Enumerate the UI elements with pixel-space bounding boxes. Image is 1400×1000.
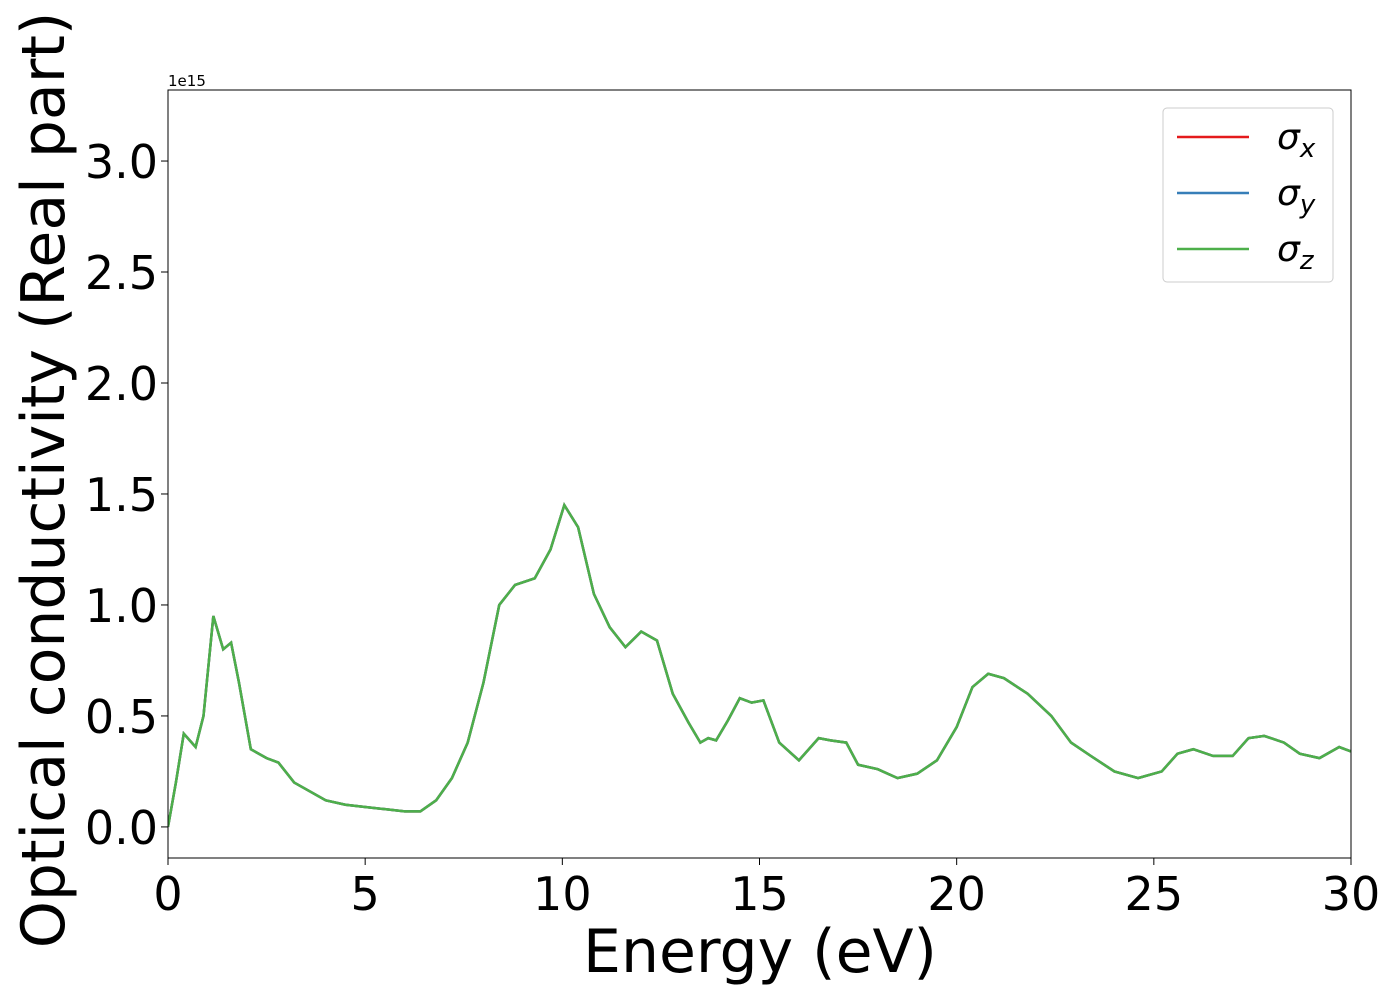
- legend-subscript: z: [1299, 246, 1315, 276]
- x-tick-label: 20: [927, 867, 986, 921]
- x-tick-label: 30: [1322, 867, 1381, 921]
- legend-symbol: σ: [1277, 229, 1301, 270]
- y-tick-label: 2.5: [85, 246, 158, 300]
- y-axis-label: Optical conductivity (Real part): [9, 12, 79, 949]
- line-series: [168, 502, 1351, 828]
- y-tick-label: 1.5: [85, 468, 158, 522]
- y-tick-label: 1.0: [85, 579, 158, 633]
- legend-label: σz: [1277, 229, 1315, 276]
- x-tick-label: 25: [1125, 867, 1184, 921]
- y-offset-label: 1e15: [168, 72, 206, 90]
- legend-label: σy: [1277, 173, 1316, 220]
- y-tick-label: 2.0: [85, 357, 158, 411]
- x-tick-label: 15: [730, 867, 789, 921]
- y-tick-label: 0.0: [85, 801, 158, 855]
- legend-subscript: x: [1299, 134, 1316, 164]
- line-series: [168, 502, 1351, 828]
- legend-box: [1162, 107, 1334, 283]
- x-tick-label: 5: [351, 867, 380, 921]
- y-tick-label: 3.0: [85, 135, 158, 189]
- legend-subscript: y: [1299, 190, 1316, 220]
- line-series: [168, 502, 1351, 828]
- x-tick-label: 10: [533, 867, 592, 921]
- x-axis-label: Energy (eV): [583, 917, 937, 987]
- y-tick-label: 0.5: [85, 690, 158, 744]
- plot-frame: [167, 89, 1352, 859]
- legend-label: σx: [1277, 117, 1316, 164]
- x-tick-label: 0: [153, 867, 182, 921]
- legend-symbol: σ: [1277, 173, 1301, 214]
- legend-symbol: σ: [1277, 117, 1301, 158]
